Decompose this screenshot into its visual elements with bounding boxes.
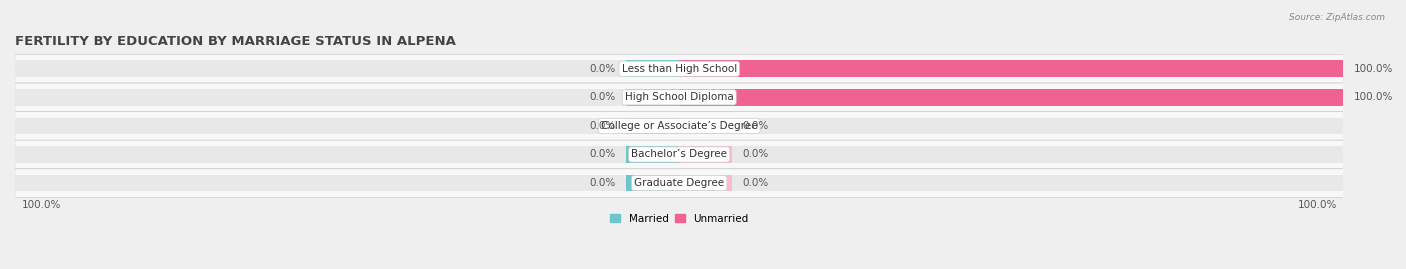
- Text: College or Associate’s Degree: College or Associate’s Degree: [600, 121, 758, 131]
- Bar: [15, 175, 1344, 191]
- Bar: [626, 89, 679, 106]
- Text: 0.0%: 0.0%: [591, 92, 616, 102]
- Bar: [679, 89, 1344, 106]
- Text: Graduate Degree: Graduate Degree: [634, 178, 724, 188]
- Text: 0.0%: 0.0%: [591, 121, 616, 131]
- FancyBboxPatch shape: [15, 54, 1344, 83]
- Bar: [626, 175, 679, 191]
- Text: 0.0%: 0.0%: [591, 178, 616, 188]
- Text: Bachelor’s Degree: Bachelor’s Degree: [631, 150, 727, 160]
- FancyBboxPatch shape: [15, 83, 1344, 112]
- Bar: [626, 61, 679, 77]
- Bar: [679, 175, 733, 191]
- Bar: [679, 118, 733, 134]
- Bar: [15, 118, 1344, 134]
- Legend: Married, Unmarried: Married, Unmarried: [606, 209, 752, 228]
- Bar: [626, 118, 679, 134]
- Bar: [15, 61, 1344, 77]
- Text: 0.0%: 0.0%: [742, 121, 769, 131]
- FancyBboxPatch shape: [15, 112, 1344, 140]
- Bar: [679, 61, 1344, 77]
- Text: High School Diploma: High School Diploma: [624, 92, 734, 102]
- FancyBboxPatch shape: [15, 140, 1344, 169]
- Bar: [626, 146, 679, 163]
- Text: Less than High School: Less than High School: [621, 64, 737, 74]
- Text: 0.0%: 0.0%: [742, 178, 769, 188]
- Text: 0.0%: 0.0%: [591, 64, 616, 74]
- Text: Source: ZipAtlas.com: Source: ZipAtlas.com: [1289, 13, 1385, 22]
- Text: 100.0%: 100.0%: [21, 200, 60, 210]
- Text: 100.0%: 100.0%: [1354, 64, 1393, 74]
- FancyBboxPatch shape: [15, 169, 1344, 197]
- Text: 100.0%: 100.0%: [1298, 200, 1337, 210]
- Bar: [15, 89, 1344, 106]
- Text: 0.0%: 0.0%: [742, 150, 769, 160]
- Bar: [679, 146, 733, 163]
- Bar: [15, 146, 1344, 163]
- Text: FERTILITY BY EDUCATION BY MARRIAGE STATUS IN ALPENA: FERTILITY BY EDUCATION BY MARRIAGE STATU…: [15, 35, 456, 48]
- Text: 100.0%: 100.0%: [1354, 92, 1393, 102]
- Text: 0.0%: 0.0%: [591, 150, 616, 160]
